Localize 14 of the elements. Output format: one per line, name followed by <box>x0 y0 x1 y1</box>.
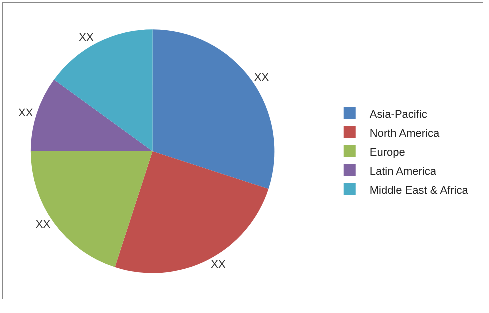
pie-slice <box>152 30 274 190</box>
legend-label: Asia-Pacific <box>370 108 428 121</box>
legend-label: Middle East & Africa <box>370 184 470 197</box>
legend-label: North America <box>370 128 440 140</box>
pie-slice <box>115 152 269 274</box>
data-label: XX <box>18 107 34 120</box>
data-label: XX <box>211 258 226 271</box>
data-label: XX <box>79 32 94 44</box>
data-label: XX <box>254 72 270 84</box>
legend-label: Europe <box>370 146 406 159</box>
data-label: XX <box>36 219 52 232</box>
pie-slice <box>54 30 153 152</box>
pie-slice <box>30 152 153 268</box>
legend-label: Latin America <box>370 166 438 178</box>
